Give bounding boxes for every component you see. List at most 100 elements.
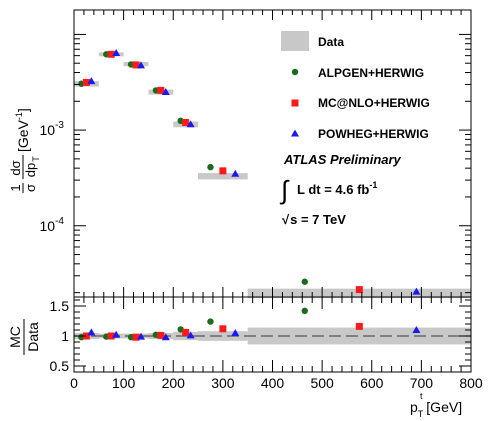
ratio-point-s1-1: [107, 332, 115, 340]
ratio-point-s1-2: [132, 333, 140, 341]
legend-data-label: Data: [318, 35, 344, 49]
ylabel-deriv-num: dσ: [8, 160, 23, 175]
ratio-point-s2-5: [231, 329, 240, 336]
main-point-s1-5: [219, 167, 227, 175]
ratio-ytick-label-1: 1: [61, 328, 69, 344]
xlabel-main: p: [410, 399, 418, 415]
ratio-ytick-label-2: 1.5: [50, 298, 70, 314]
ratio-ylabel-num: MC: [7, 326, 23, 348]
main-panel: 10-310-4 1 σ dσ dp T [GeV-1] Data ALPGEN…: [8, 9, 472, 299]
x-tick-label-5: 500: [310, 375, 334, 391]
main-y-axis-label: 1 σ dσ dp T [GeV-1]: [8, 108, 41, 193]
atlas-label: ATLAS Preliminary: [283, 152, 402, 167]
main-y-tick-labels: 10-310-4: [40, 120, 65, 234]
x-tick-label-0: 0: [70, 375, 78, 391]
main-point-s1-3: [157, 86, 165, 94]
x-tick-label-8: 800: [459, 375, 483, 391]
legend-powheg-marker: [291, 129, 299, 137]
ratio-panel: 0.5 1 1.5 0 100 200 300 400 500 600 700 800 MC Dat…: [7, 296, 483, 419]
ylabel-frac-num: 1: [8, 184, 23, 191]
lumi-text: L dt = 4.6 fb: [297, 182, 369, 197]
main-markers-group: [78, 48, 421, 295]
lumi-integral-sign: ∫: [279, 175, 290, 205]
ratio-band-bin-5: [198, 331, 248, 341]
legend-powheg-label: POWHEG+HERWIG: [318, 127, 429, 141]
ylabel-frac-den: σ: [23, 184, 38, 192]
ratio-point-s1-0: [82, 332, 90, 340]
xlabel-sub: T: [418, 409, 424, 419]
ratio-point-s1-3: [157, 331, 165, 339]
main-point-s2-5: [231, 169, 240, 177]
energy-text: s = 7 TeV: [290, 212, 346, 227]
ratio-y-tick-labels: 0.5 1 1.5: [50, 298, 70, 374]
x-tick-label-7: 700: [410, 375, 434, 391]
legend-alpgen-marker: [291, 68, 299, 76]
ratio-point-s2-0: [87, 328, 96, 336]
main-point-s1-1: [107, 50, 115, 58]
legend: Data ALPGEN+HERWIG MC@NLO+HERWIG POWHEG+…: [281, 31, 430, 141]
main-point-s2-6: [412, 287, 421, 295]
x-tick-label-1: 100: [112, 375, 136, 391]
main-point-s0-6: [301, 278, 308, 285]
ylabel-unit-open: [GeV: [15, 119, 31, 152]
legend-mcatnlo-label: MC@NLO+HERWIG: [318, 96, 430, 110]
x-tick-label-3: 300: [211, 375, 235, 391]
main-point-s2-2: [136, 61, 145, 69]
ratio-point-s0-5: [207, 318, 214, 325]
ratio-point-s2-3: [161, 333, 170, 341]
legend-alpgen-label: ALPGEN+HERWIG: [318, 66, 424, 80]
ratio-y-axis-label: MC Data: [7, 319, 41, 355]
main-point-s2-3: [161, 88, 170, 96]
ylabel-deriv-den: dp: [23, 163, 38, 177]
lumi-sup: -1: [369, 180, 377, 190]
xlabel-sup: t: [420, 391, 423, 401]
x-axis-label: pT [GeV]: [410, 399, 462, 419]
legend-mcatnlo-marker: [291, 99, 299, 107]
main-point-s1-2: [132, 61, 140, 69]
main-ytick-exp-1: -4: [55, 216, 64, 227]
ratio-point-s2-6: [412, 326, 421, 333]
xlabel-unit: [GeV]: [426, 399, 462, 415]
main-point-s0-5: [207, 163, 214, 171]
main-ytick-exp-0: -3: [55, 120, 64, 131]
ylabel-unit-sup: -1: [14, 112, 24, 120]
x-tick-label-4: 400: [261, 375, 285, 391]
data-band-bin-6: [247, 288, 471, 299]
ratio-ytick-label-0: 0.5: [50, 358, 70, 374]
main-point-s1-4: [182, 119, 190, 127]
ratio-point-s0-6: [301, 307, 308, 314]
main-ytick-label-1: 10-4: [40, 216, 65, 234]
main-ytick-label-0: 10-3: [40, 120, 65, 138]
ratio-point-s1-4: [182, 328, 190, 336]
energy-label: √s = 7 TeV: [282, 212, 346, 227]
ratio-point-s1-6: [355, 322, 363, 330]
x-tick-label-6: 600: [360, 375, 384, 391]
ylabel-unit: [GeV-1]: [14, 108, 31, 152]
ratio-point-s2-4: [186, 331, 195, 339]
ratio-point-s2-1: [112, 330, 121, 338]
main-ticks-group: [73, 10, 472, 297]
x-tick-labels: 0 100 200 300 400 500 600 700 800: [70, 375, 483, 391]
main-point-s2-1: [112, 48, 121, 56]
x-tick-label-2: 200: [162, 375, 186, 391]
main-point-s1-6: [355, 286, 363, 294]
lumi-label: L dt = 4.6 fb-1: [297, 180, 377, 197]
main-point-s2-4: [186, 120, 195, 128]
legend-data-swatch: [281, 31, 309, 51]
main-ytick-base-1: 10: [40, 218, 56, 234]
main-plot-frame: [73, 9, 472, 298]
main-ytick-base-0: 10: [40, 122, 56, 138]
ratio-ylabel-den: Data: [25, 322, 41, 352]
data-band-bin-5: [198, 173, 248, 180]
ratio-point-s1-5: [219, 325, 227, 333]
ratio-point-s2-2: [136, 332, 145, 340]
ratio-markers-group: [78, 307, 421, 341]
ratio-ticks-group: [73, 297, 472, 373]
ylabel-deriv-den-sub: T: [31, 156, 41, 162]
main-point-s2-0: [87, 77, 96, 85]
main-data-band-group: [74, 52, 471, 299]
energy-sqrt: √: [282, 212, 290, 227]
ylabel-unit-close: ]: [15, 108, 31, 112]
main-point-s1-0: [82, 78, 90, 86]
